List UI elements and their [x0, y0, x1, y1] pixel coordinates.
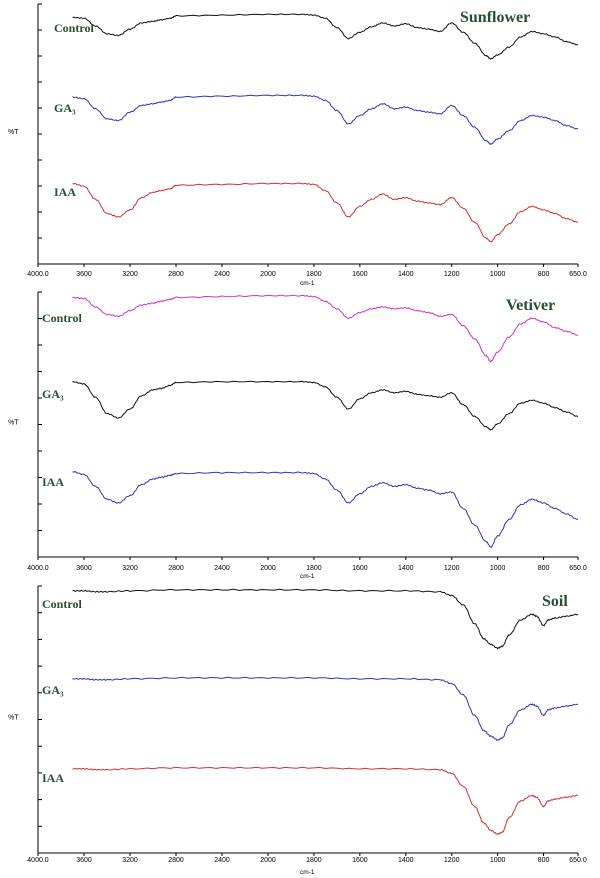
x-tick-label: 1400: [398, 857, 414, 864]
x-tick-label: 1200: [444, 271, 460, 278]
series-line-control: [72, 294, 579, 363]
series-line-ga3: [72, 380, 579, 431]
x-tick-label: 1800: [306, 565, 322, 572]
series-line-ga3: [72, 94, 579, 145]
x-tick-label: 1000: [490, 565, 506, 572]
x-tick-label: 4000.0: [27, 271, 49, 278]
x-tick-label: 2800: [168, 857, 184, 864]
axes: [37, 3, 578, 265]
panel-soil: Soil %T cm-1 4000.0 3600 3200 2800 2400 2000 1…: [8, 585, 587, 876]
x-tick-label: 2000: [260, 565, 276, 572]
axes: [37, 585, 578, 854]
series-label-control: Control: [42, 597, 82, 611]
series-line-control: [72, 13, 579, 60]
x-ticks: 4000.0 3600 3200 2800 2400 2000 1800 1600 1400 12…: [27, 853, 587, 864]
panel-title: Vetiver: [506, 297, 555, 314]
x-tick-label: 3200: [122, 857, 138, 864]
x-tick-label: 1200: [444, 565, 460, 572]
x-tick-label: 2000: [260, 857, 276, 864]
series-lines: [72, 294, 579, 548]
x-tick-label: 4000.0: [27, 565, 49, 572]
series-label-control: Control: [42, 311, 82, 325]
x-tick-label: 1200: [444, 857, 460, 864]
x-tick-label: 2000: [260, 271, 276, 278]
panel-title: Sunflower: [460, 9, 530, 26]
x-tick-label: 650.0: [569, 271, 587, 278]
series-line-iaa: [72, 182, 579, 243]
series-label-iaa: IAA: [42, 475, 64, 489]
x-tick-label: 650.0: [569, 565, 587, 572]
series-label-iaa: IAA: [54, 185, 76, 199]
panel-sunflower: Sunflower %T cm-1 4000.0 3600 3200 2800 2400…: [8, 3, 587, 287]
x-tick-label: 650.0: [569, 857, 587, 864]
x-tick-label: 800: [538, 565, 550, 572]
x-tick-label: 3600: [76, 271, 92, 278]
x-tick-label: 3200: [122, 565, 138, 572]
x-tick-label: 3600: [76, 565, 92, 572]
series-line-iaa: [72, 766, 579, 835]
x-tick-label: 3200: [122, 271, 138, 278]
x-axis-unit: cm-1: [300, 869, 315, 876]
series-label-iaa: IAA: [42, 771, 64, 785]
x-tick-label: 2400: [214, 565, 230, 572]
y-axis-label: %T: [8, 715, 19, 722]
axes: [37, 291, 578, 558]
x-tick-label: 2800: [168, 271, 184, 278]
x-axis-unit: cm-1: [300, 573, 315, 580]
x-tick-label: 1600: [352, 565, 368, 572]
series-label-control: Control: [54, 21, 94, 35]
panel-vetiver: Vetiver %T cm-1 4000.0 3600 3200 2800 2400 20…: [8, 291, 587, 580]
x-tick-label: 1600: [352, 271, 368, 278]
x-tick-label: 1000: [490, 271, 506, 278]
x-tick-label: 2400: [214, 271, 230, 278]
x-ticks: 4000.0 3600 3200 2800 2400 2000 1800 1600 1400 12…: [27, 264, 587, 278]
series-label-ga3: GA₃: [42, 387, 64, 401]
series-label-ga3: GA₃: [54, 101, 76, 115]
x-tick-label: 800: [538, 271, 550, 278]
series-lines: [72, 588, 579, 835]
series-line-iaa: [72, 471, 579, 548]
panel-title: Soil: [542, 593, 568, 610]
x-tick-label: 1600: [352, 857, 368, 864]
x-tick-label: 1000: [490, 857, 506, 864]
x-tick-label: 4000.0: [27, 857, 49, 864]
x-axis-unit: cm-1: [300, 280, 315, 287]
series-label-ga3: GA₃: [42, 683, 64, 697]
x-tick-label: 800: [538, 857, 550, 864]
x-tick-label: 3600: [76, 857, 92, 864]
y-axis-label: %T: [8, 129, 19, 136]
y-axis-label: %T: [8, 420, 19, 427]
series-line-control: [72, 588, 579, 650]
x-tick-label: 2800: [168, 565, 184, 572]
x-tick-label: 1400: [398, 565, 414, 572]
x-tick-label: 1800: [306, 857, 322, 864]
x-tick-label: 2400: [214, 857, 230, 864]
x-ticks: 4000.0 3600 3200 2800 2400 2000 1800 1600 1400 12…: [27, 557, 587, 572]
series-lines: [72, 13, 579, 243]
series-line-ga3: [72, 676, 579, 741]
x-tick-label: 1800: [306, 271, 322, 278]
x-tick-label: 1400: [398, 271, 414, 278]
